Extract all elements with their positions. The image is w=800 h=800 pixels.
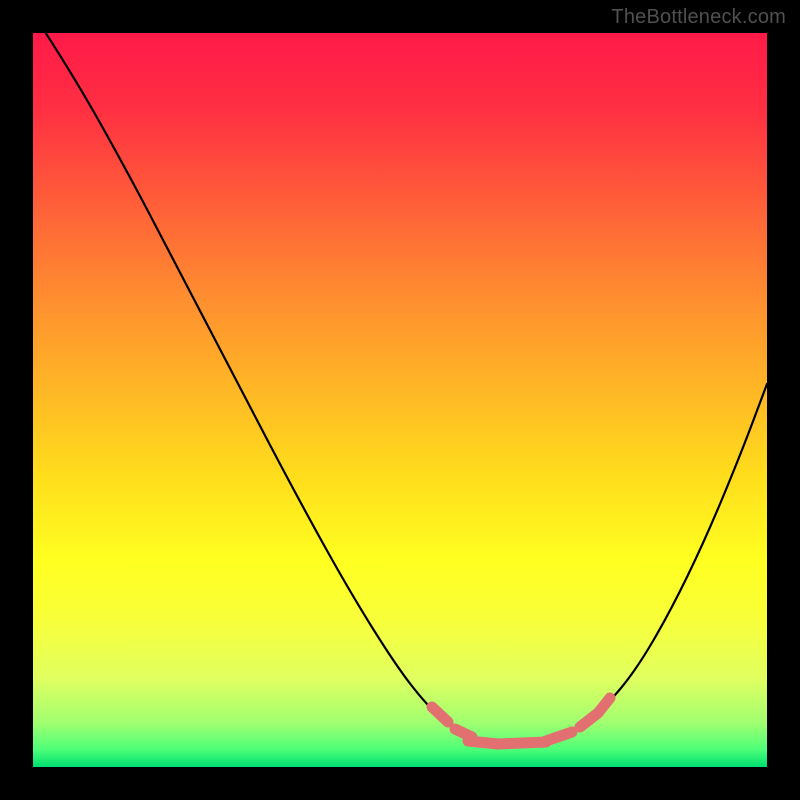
chart-frame: TheBottleneck.com (0, 0, 800, 800)
marker-segment (498, 742, 546, 744)
watermark-text: TheBottleneck.com (611, 6, 786, 29)
plot-background (33, 33, 767, 767)
bottleneck-curve-chart (0, 0, 800, 800)
